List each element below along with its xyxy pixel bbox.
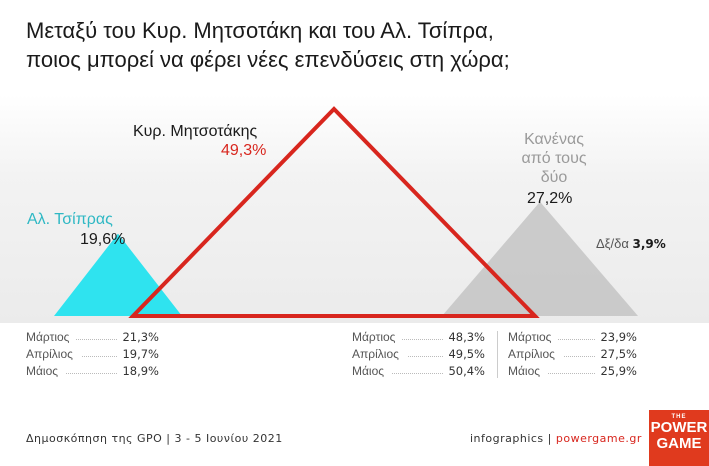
history-separator [497,331,498,378]
history-value: 25,9% [600,364,637,378]
history-row: Απρίλιος 19,7% [26,346,159,363]
history-row: Μάρτιος 21,3% [26,329,159,346]
series-label-none-line-2: από τους [521,150,587,167]
dkdda-name: Δξ/δα [596,236,629,251]
series-label-none-line-3: δύο [540,169,568,186]
leader-dots [76,339,117,340]
title-line-1: Μεταξύ του Κυρ. Μητσοτάκη και του Αλ. Τσ… [26,18,494,43]
page-title: Μεταξύ του Κυρ. Μητσοτάκη και του Αλ. Τσ… [26,16,686,74]
footer-site-link[interactable]: powergame.gr [555,432,642,445]
triangle-tsipras [54,233,182,316]
dkdda-value: 3,9% [632,237,666,251]
history-value: 19,7% [122,347,159,361]
history-tsipras: Μάρτιος 21,3% Απρίλιος 19,7% Μάιος 18,9% [26,329,159,380]
history-month: Μάιος [352,364,385,378]
history-value: 49,5% [448,347,485,361]
footer-credit: infographics | powergame.gr [470,432,642,445]
value-label-tsipras: 19,6% [80,231,126,248]
leader-dots [82,356,117,357]
series-label-mitsotakis: Κυρ. Μητσοτάκης [133,123,258,140]
history-month: Μάιος [26,364,59,378]
history-value: 48,3% [448,330,485,344]
series-label-dkdda: Δξ/δα 3,9% [596,236,666,251]
history-value: 18,9% [122,364,159,378]
history-value: 23,9% [600,330,637,344]
history-row: Μάιος 18,9% [26,363,159,380]
history-value: 21,3% [122,330,159,344]
triangle-mitsotakis [128,106,540,318]
leader-dots [558,339,595,340]
history-row: Μάρτιος 23,9% [508,329,637,346]
series-label-none-line-1: Κανένας [524,131,584,148]
leader-dots [408,356,443,357]
leader-dots [66,373,117,374]
leader-dots [402,339,443,340]
leader-dots [564,356,595,357]
history-row: Απρίλιος 49,5% [352,346,485,363]
history-row: Μάιος 25,9% [508,363,637,380]
history-month: Μάρτιος [508,330,552,344]
history-month: Μάρτιος [26,330,70,344]
triangle-none [442,201,638,316]
history-month: Απρίλιος [508,347,555,361]
history-row: Μάιος 50,4% [352,363,485,380]
logo-top: THE [671,414,687,420]
logo-line-1: POWER [650,419,708,436]
value-label-none: 27,2% [527,190,573,207]
value-label-mitsotakis: 49,3% [221,142,267,159]
history-none: Μάρτιος 23,9% Απρίλιος 27,5% Μάιος 25,9% [508,329,637,380]
footer-credit-prefix: infographics | [470,432,556,445]
leader-dots [392,373,443,374]
series-label-none: Κανένας από τους δύο [518,130,590,187]
logo-line-2: GAME [656,435,702,452]
history-row: Μάρτιος 48,3% [352,329,485,346]
history-row: Απρίλιος 27,5% [508,346,637,363]
history-month: Απρίλιος [352,347,399,361]
footer-source: Δημοσκόπηση της GPO | 3 - 5 Ιουνίου 2021 [26,432,283,445]
series-label-tsipras: Αλ. Τσίπρας [27,211,113,228]
history-month: Απρίλιος [26,347,73,361]
leader-dots [548,373,595,374]
power-game-logo: THE POWER GAME [649,410,709,466]
history-mitsotakis: Μάρτιος 48,3% Απρίλιος 49,5% Μάιος 50,4% [352,329,485,380]
history-value: 50,4% [448,364,485,378]
history-value: 27,5% [600,347,637,361]
title-line-2: ποιος μπορεί να φέρει νέες επενδύσεις στ… [26,47,510,72]
history-month: Μάιος [508,364,541,378]
history-month: Μάρτιος [352,330,396,344]
